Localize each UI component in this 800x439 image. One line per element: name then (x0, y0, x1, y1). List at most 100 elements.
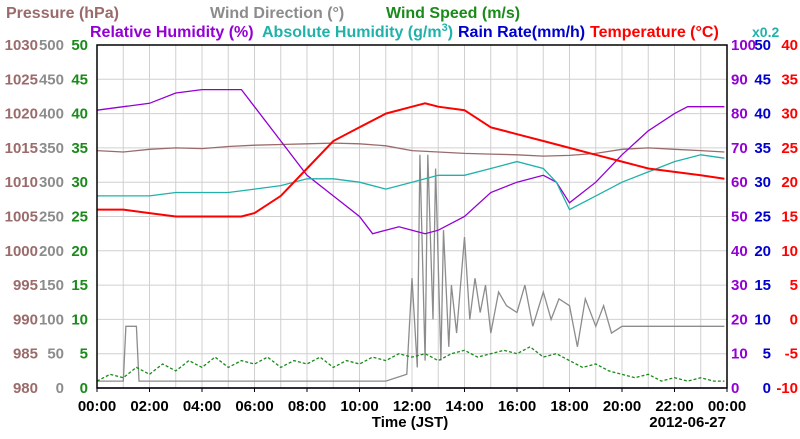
x-tick-label: 18:00 (550, 398, 588, 415)
y-tick-relative-humidity: 30 (731, 277, 748, 294)
y-tick-temperature: 5 (790, 277, 798, 294)
y-tick-rain-rate: 45 (754, 71, 771, 88)
y-tick-relative-humidity: 90 (731, 71, 748, 88)
legend-entry: Temperature (°C) (590, 24, 719, 41)
series-absolute-humidity (97, 154, 725, 211)
y-tick-temperature: 25 (781, 140, 798, 157)
y-tick-wind-direction: 500 (39, 37, 64, 54)
y-tick-temperature: 35 (781, 71, 798, 88)
legend-entry: Relative Humidity (%) (90, 24, 254, 41)
y-tick-relative-humidity: 70 (731, 140, 748, 157)
y-tick-wind-speed: 40 (71, 106, 88, 123)
y-tick-wind-direction: 0 (56, 380, 64, 397)
x-tick-label: 14:00 (445, 398, 483, 415)
y-tick-relative-humidity: 60 (731, 174, 748, 191)
y-tick-temperature: 30 (781, 106, 798, 123)
y-tick-pressure: 985 (13, 346, 38, 363)
legend-entry: Pressure (hPa) (6, 5, 119, 22)
x-tick-label: 00:00 (78, 398, 116, 415)
y-tick-pressure: 1020 (5, 106, 38, 123)
y-tick-wind-speed: 15 (71, 277, 88, 294)
y-tick-temperature: 0 (790, 311, 798, 328)
x-tick-label: 12:00 (393, 398, 431, 415)
y-tick-pressure: 1015 (5, 140, 38, 157)
y-tick-wind-speed: 0 (80, 380, 88, 397)
y-tick-rain-rate: 40 (754, 106, 771, 123)
y-tick-wind-direction: 100 (39, 311, 64, 328)
y-tick-rain-rate: 30 (754, 174, 771, 191)
y-tick-temperature: 20 (781, 174, 798, 191)
ticks-layer: 1030102510201015101010051000995990985980… (5, 37, 798, 415)
y-tick-relative-humidity: 40 (731, 243, 748, 260)
legend-entry: x0.2 (752, 24, 779, 40)
y-tick-pressure: 1030 (5, 37, 38, 54)
x-tick-label: 20:00 (603, 398, 641, 415)
y-tick-rain-rate: 15 (754, 277, 771, 294)
y-tick-rain-rate: 0 (763, 380, 771, 397)
y-tick-wind-speed: 35 (71, 140, 88, 157)
y-tick-wind-speed: 10 (71, 311, 88, 328)
y-tick-wind-direction: 250 (39, 209, 64, 226)
x-tick-label: 08:00 (288, 398, 326, 415)
series-pressure (96, 142, 725, 157)
y-tick-rain-rate: 20 (754, 243, 771, 260)
y-tick-relative-humidity: 50 (731, 209, 748, 226)
y-tick-pressure: 1000 (5, 243, 38, 260)
y-tick-rain-rate: 5 (763, 346, 771, 363)
y-tick-rain-rate: 35 (754, 140, 771, 157)
series-relative-humidity (96, 88, 725, 235)
series-wind-speed (96, 346, 725, 382)
series-temperature (97, 102, 725, 218)
x-tick-label: 04:00 (183, 398, 221, 415)
y-tick-pressure: 995 (13, 277, 38, 294)
x-tick-label: 00:00 (708, 398, 746, 415)
y-tick-pressure: 1005 (5, 209, 38, 226)
y-tick-temperature: 40 (781, 37, 798, 54)
legend-entry: Wind Direction (°) (210, 5, 344, 22)
y-tick-wind-direction: 200 (39, 243, 64, 260)
legend-layer: Pressure (hPa) Wind Direction (°) Wind Spe… (6, 5, 779, 41)
y-tick-temperature: -10 (776, 380, 798, 397)
y-tick-wind-direction: 300 (39, 174, 64, 191)
y-tick-wind-speed: 5 (80, 346, 88, 363)
y-tick-relative-humidity: 0 (731, 380, 739, 397)
x-tick-label: 06:00 (235, 398, 273, 415)
y-tick-wind-direction: 450 (39, 71, 64, 88)
x-tick-label: 22:00 (655, 398, 693, 415)
y-tick-temperature: -5 (785, 346, 798, 363)
y-tick-temperature: 15 (781, 209, 798, 226)
series-wind-direction (97, 154, 725, 382)
y-tick-wind-speed: 20 (71, 243, 88, 260)
y-tick-wind-direction: 150 (39, 277, 64, 294)
x-tick-label: 16:00 (498, 398, 536, 415)
y-tick-relative-humidity: 80 (731, 106, 748, 123)
y-tick-wind-speed: 50 (71, 37, 88, 54)
y-tick-wind-speed: 45 (71, 71, 88, 88)
legend-entry: Rain Rate(mm/h) (458, 24, 585, 41)
y-tick-wind-direction: 350 (39, 140, 64, 157)
y-tick-wind-speed: 25 (71, 209, 88, 226)
y-tick-pressure: 990 (13, 311, 38, 328)
x-tick-label: 02:00 (130, 398, 168, 415)
y-tick-rain-rate: 50 (754, 37, 771, 54)
y-tick-relative-humidity: 100 (731, 37, 756, 54)
y-tick-pressure: 1025 (5, 71, 38, 88)
y-tick-rain-rate: 25 (754, 209, 771, 226)
series-layer (96, 88, 725, 389)
y-tick-wind-direction: 400 (39, 106, 64, 123)
y-tick-rain-rate: 10 (754, 311, 771, 328)
legend-entry: Absolute Humidity (g/m3) (262, 22, 453, 41)
legend-entry: Wind Speed (m/s) (386, 5, 520, 22)
y-tick-wind-direction: 50 (47, 346, 64, 363)
y-tick-pressure: 980 (13, 380, 38, 397)
grid-layer (97, 45, 727, 388)
y-tick-relative-humidity: 10 (731, 346, 748, 363)
x-tick-label: 10:00 (340, 398, 378, 415)
y-tick-pressure: 1010 (5, 174, 38, 191)
y-tick-wind-speed: 30 (71, 174, 88, 191)
x-axis-title: Time (JST) (372, 414, 448, 431)
y-tick-relative-humidity: 20 (731, 311, 748, 328)
date-label: 2012-06-27 (649, 414, 726, 431)
